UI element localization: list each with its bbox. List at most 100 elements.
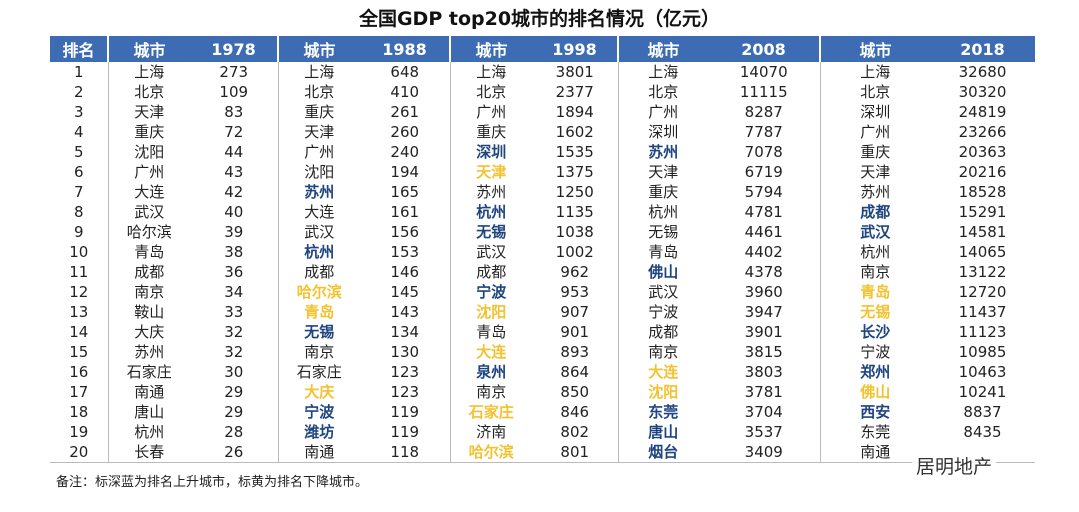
table-cell: 20363 [958,143,1007,161]
table-cell: 1250 [555,183,594,201]
table-cell: 13122 [958,263,1007,281]
gdp-table: 排名 城市 1978 城市 1988 城市 1998 城市 2008 城市 2018 1 上海 273 上… [50,36,1035,463]
table-cell: 宁波 [617,302,708,322]
table-cell: 3781 [744,383,783,401]
table-cell: 青岛 [449,322,532,342]
table-cell: 北京 [617,82,708,102]
table-cell: 哈尔滨 [449,442,532,463]
table-cell: 2 [73,83,84,101]
table-cell: 4402 [744,243,783,261]
table-cell: 410 [390,83,420,101]
table-row: 12 南京 34 哈尔滨 145 宁波 953 武汉 3960 青岛 12720 [50,282,1035,302]
table-cell: 苏州 [277,182,360,202]
table-cell: 893 [560,343,590,361]
table-cell: 重庆 [819,142,930,162]
table-row: 10 青岛 38 杭州 153 武汉 1002 青岛 4402 杭州 14065 [50,242,1035,262]
table-cell: 7787 [744,123,783,141]
table-cell: 郑州 [819,362,930,382]
table-cell: 杭州 [449,202,532,222]
table-cell: 36 [224,263,244,281]
table-cell: 18528 [958,183,1007,201]
header-cell: 城市 [617,36,708,62]
table-cell: 953 [560,283,590,301]
table-cell: 南通 [277,442,360,463]
table-cell: 武汉 [107,202,190,222]
table-cell: 南京 [277,342,360,362]
title: 全国GDP top20城市的排名情况（亿元） [358,8,721,30]
table-cell: 潍坊 [277,422,360,442]
table-cell: 83 [224,103,244,121]
table-cell: 19 [69,423,89,441]
table-cell: 青岛 [819,282,930,302]
table-cell: 哈尔滨 [107,222,190,242]
watermark: 居明地产 [912,452,997,479]
table-cell: 上海 [277,62,360,82]
table-row: 8 武汉 40 大连 161 杭州 1135 杭州 4781 成都 15291 [50,202,1035,222]
table-cell: 天津 [819,162,930,182]
table-cell: 广州 [819,122,930,142]
table-cell: 130 [390,343,420,361]
table-cell: 3801 [555,63,594,81]
table-row: 3 天津 83 重庆 261 广州 1894 广州 8287 深圳 24819 [50,102,1035,122]
table-cell: 大庆 [277,382,360,402]
table-cell: 29 [224,383,244,401]
header-cell: 1988 [360,36,450,62]
table-cell: 沈阳 [617,382,708,402]
table-cell: 深圳 [819,102,930,122]
table-cell: 15 [69,343,89,361]
table-cell: 大连 [449,342,532,362]
table-cell: 801 [532,442,618,463]
table-cell: 1135 [555,203,594,221]
table-cell: 北京 [277,82,360,102]
table-cell: 846 [560,403,590,421]
table-cell: 大连 [107,182,190,202]
table-cell: 青岛 [107,242,190,262]
table-cell: 7 [73,183,84,201]
table-cell: 深圳 [617,122,708,142]
table-cell: 2377 [555,83,594,101]
table-cell: 上海 [449,62,532,82]
table-cell: 3947 [744,303,783,321]
table-cell: 苏州 [449,182,532,202]
table-cell: 佛山 [617,262,708,282]
table-cell: 5794 [744,183,783,201]
table-cell: 11 [69,263,89,281]
table-cell: 宁波 [449,282,532,302]
table-cell: 杭州 [617,202,708,222]
table-cell: 1375 [555,163,594,181]
table-cell: 沈阳 [277,162,360,182]
table-cell: 10985 [958,343,1007,361]
table-cell: 11115 [739,83,788,101]
table-cell: 3803 [744,363,783,381]
table-cell: 南通 [819,442,930,463]
note: 备注：标深蓝为排名上升城市，标黄为排名下降城市。 [56,475,369,490]
table-cell: 南京 [107,282,190,302]
table-cell: 石家庄 [277,362,360,382]
table-cell: 北京 [449,82,532,102]
table-cell: 13 [69,303,89,321]
table-cell: 无锡 [819,302,930,322]
table-cell: 864 [560,363,590,381]
table-cell: 成都 [617,322,708,342]
table-cell: 20 [50,442,108,463]
table-cell: 沈阳 [107,142,190,162]
table-cell: 无锡 [449,222,532,242]
table-cell: 南京 [617,342,708,362]
table-cell: 北京 [819,82,930,102]
table-cell: 3960 [744,283,783,301]
table-cell: 石家庄 [449,402,532,422]
table-cell: 天津 [107,102,190,122]
table-cell: 648 [390,63,420,81]
table-cell: 28 [224,423,244,441]
table-cell: 11437 [958,303,1007,321]
table-cell: 3537 [744,423,783,441]
table-cell: 44 [224,143,244,161]
table-cell: 802 [560,423,590,441]
table-cell: 30320 [958,83,1007,101]
table-cell: 23266 [958,123,1007,141]
table-cell: 4781 [744,203,783,221]
header-cell: 城市 [449,36,532,62]
table-cell: 武汉 [819,222,930,242]
table-cell: 天津 [617,162,708,182]
table-cell: 7078 [744,143,783,161]
